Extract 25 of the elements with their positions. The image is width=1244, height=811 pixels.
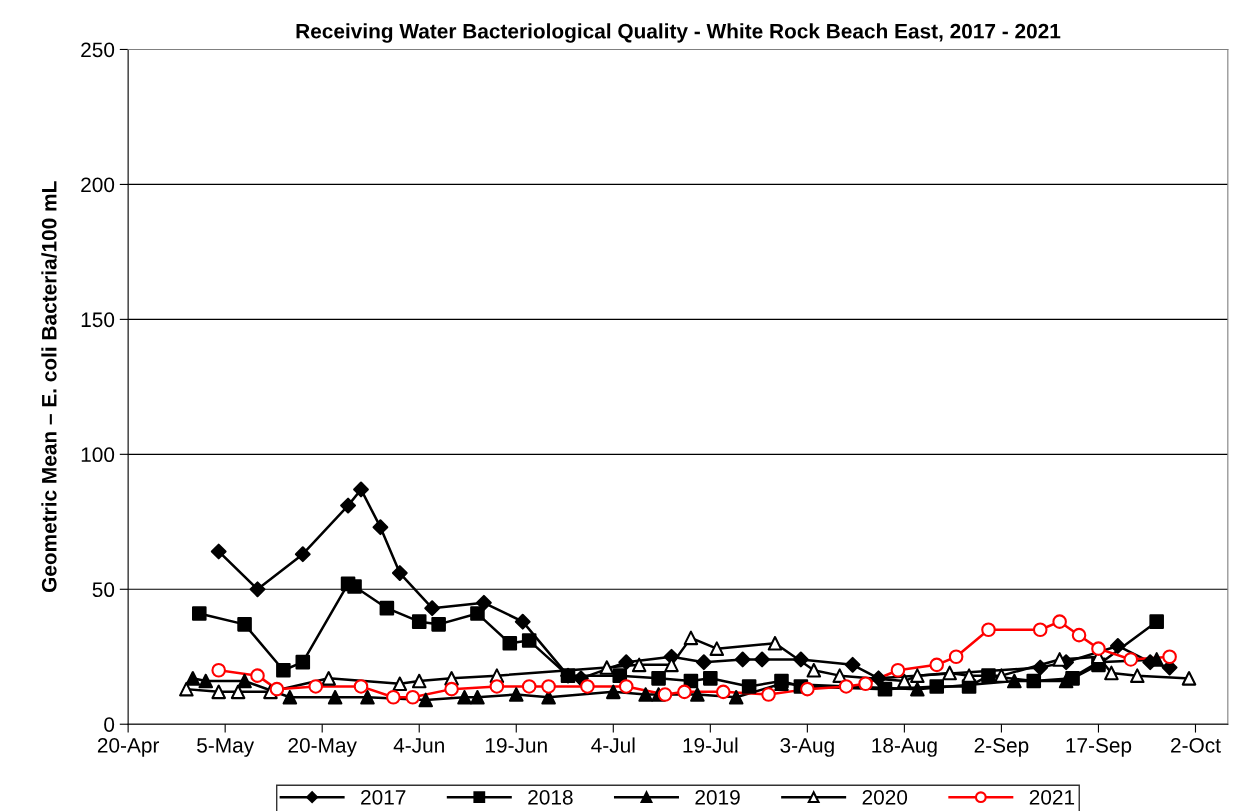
y-axis-title: Geometric Mean – E. coli Bacteria/100 mL	[41, 181, 57, 593]
legend-label: 2021	[1029, 789, 1075, 805]
chart-title: Receiving Water Bacteriological Quality - White Rock Beach East, 2017 - 2021	[296, 23, 1061, 43]
x-tick-label: 2-Sep	[974, 737, 1029, 757]
x-tick-label: 5-May	[197, 738, 255, 757]
y-tick-label: 250	[81, 42, 115, 58]
x-tick-label: 19-Jun	[486, 737, 547, 753]
y-tick-label: 50	[92, 582, 115, 598]
x-tick-label: 3-Aug	[780, 737, 834, 757]
y-tick-label: 200	[81, 177, 115, 193]
legend-label: 2019	[695, 789, 740, 805]
x-tick-label: 4-Jun	[393, 738, 444, 753]
x-tick-label: 4-Jul	[591, 737, 635, 753]
x-tick-label: 17-Sep	[1066, 737, 1132, 757]
y-tick-label: 0	[104, 717, 115, 732]
x-tick-label: 2-Oct	[1171, 737, 1221, 753]
y-tick-label: 150	[81, 312, 115, 328]
legend-label: 2020	[862, 789, 908, 805]
legend-label: 2017	[361, 789, 406, 805]
x-tick-label: 18-Aug	[872, 737, 937, 757]
y-tick-label: 100	[81, 447, 115, 463]
x-tick-label: 19-Jul	[683, 737, 738, 753]
x-tick-label: 20-Apr	[97, 737, 160, 757]
x-tick-label: 20-May	[288, 737, 357, 757]
legend-label: 2018	[528, 789, 573, 805]
